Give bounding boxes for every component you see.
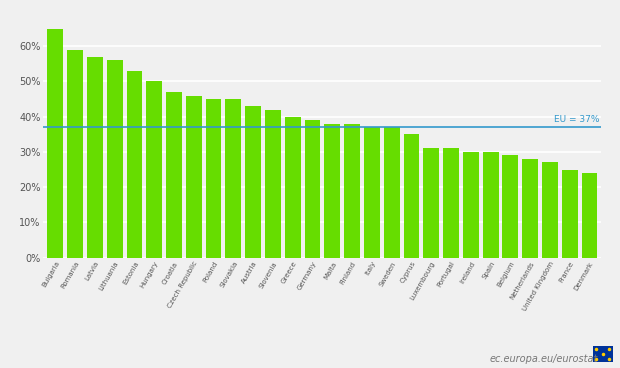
Bar xyxy=(542,163,558,258)
Text: ec.europa.eu/eurostat: ec.europa.eu/eurostat xyxy=(490,354,598,364)
Bar xyxy=(562,170,578,258)
Bar xyxy=(502,155,518,258)
Text: EU = 37%: EU = 37% xyxy=(554,116,600,124)
Bar xyxy=(463,152,479,258)
Bar xyxy=(186,96,202,258)
Bar xyxy=(304,120,321,258)
Bar xyxy=(87,57,103,258)
Bar xyxy=(226,99,241,258)
Bar xyxy=(246,106,261,258)
Bar xyxy=(483,152,498,258)
Bar xyxy=(206,99,221,258)
Bar xyxy=(47,29,63,258)
Bar xyxy=(67,50,83,258)
Bar xyxy=(522,159,538,258)
Bar xyxy=(166,92,182,258)
Bar xyxy=(364,127,380,258)
Bar xyxy=(126,71,143,258)
Bar xyxy=(107,60,123,258)
FancyBboxPatch shape xyxy=(593,346,613,362)
Bar xyxy=(443,148,459,258)
Bar xyxy=(423,148,439,258)
Bar xyxy=(324,124,340,258)
Bar xyxy=(344,124,360,258)
Bar xyxy=(285,117,301,258)
Bar xyxy=(404,134,419,258)
Bar xyxy=(146,81,162,258)
Bar xyxy=(265,110,281,258)
Bar xyxy=(384,127,399,258)
Bar xyxy=(582,173,598,258)
